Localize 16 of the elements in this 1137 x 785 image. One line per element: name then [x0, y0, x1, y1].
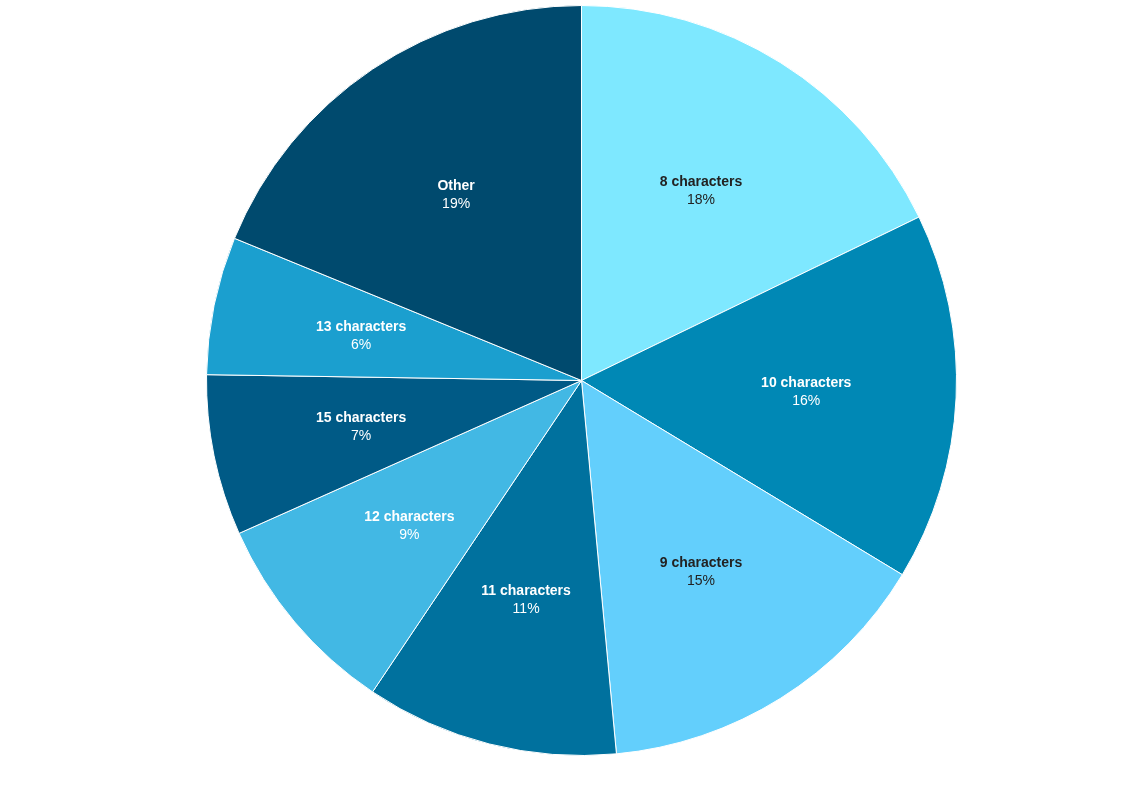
- data-label: 15%: [686, 572, 716, 589]
- slice-label: 8 characters: [659, 172, 743, 189]
- slice-label: 10 characters: [761, 373, 852, 390]
- data-label: 6%: [350, 336, 372, 353]
- slice-label: 12 characters: [364, 508, 455, 525]
- slice-label: 13 characters: [315, 318, 407, 335]
- slice-label: 11 characters: [481, 581, 572, 598]
- data-label: 11%: [512, 599, 540, 616]
- data-label: 19%: [442, 194, 471, 211]
- slice-label: Other: [437, 176, 476, 193]
- slice-label: 15 characters: [315, 408, 407, 425]
- data-label: 7%: [350, 426, 372, 443]
- data-label: 16%: [792, 391, 821, 408]
- data-label: 18%: [686, 190, 716, 207]
- slice-label: 9 characters: [659, 554, 743, 571]
- data-label: 9%: [399, 526, 420, 543]
